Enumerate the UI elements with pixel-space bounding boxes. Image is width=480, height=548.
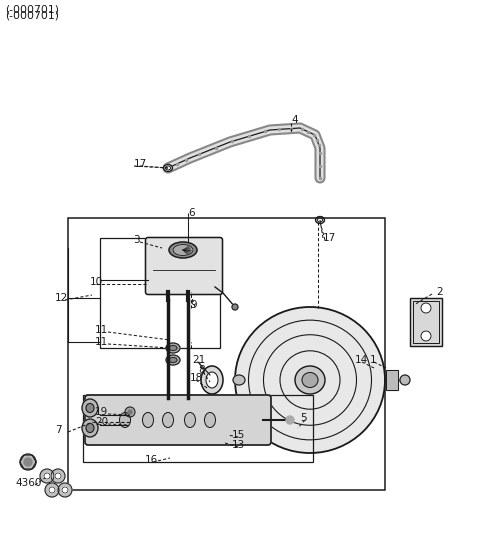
FancyBboxPatch shape [85, 395, 271, 445]
Ellipse shape [86, 424, 94, 432]
Text: 11: 11 [95, 337, 108, 347]
Text: 13: 13 [232, 440, 245, 450]
Ellipse shape [169, 345, 177, 351]
Text: 2: 2 [436, 287, 443, 297]
Text: 4360: 4360 [15, 478, 41, 488]
Text: (-000701): (-000701) [5, 10, 59, 20]
Ellipse shape [120, 413, 131, 427]
Text: 6: 6 [188, 208, 194, 218]
Text: 21: 21 [192, 355, 205, 365]
Circle shape [49, 487, 55, 493]
Ellipse shape [143, 413, 154, 427]
Circle shape [20, 454, 36, 470]
Text: 7: 7 [55, 425, 61, 435]
Ellipse shape [201, 366, 223, 394]
Text: 8: 8 [198, 365, 204, 375]
Bar [100, 238, 220, 348]
Ellipse shape [317, 218, 323, 222]
Text: 1: 1 [370, 355, 377, 365]
Text: 4: 4 [291, 115, 298, 125]
Circle shape [45, 483, 59, 497]
FancyBboxPatch shape [145, 237, 223, 294]
Text: 10: 10 [90, 277, 103, 287]
Bar [413, 301, 439, 343]
Ellipse shape [295, 366, 325, 394]
Ellipse shape [315, 216, 324, 224]
Bar [410, 298, 442, 346]
Circle shape [51, 469, 65, 483]
Circle shape [24, 458, 32, 466]
Text: 17: 17 [134, 159, 147, 169]
Circle shape [421, 303, 431, 313]
Circle shape [55, 473, 61, 479]
Circle shape [58, 483, 72, 497]
Ellipse shape [302, 373, 318, 387]
Circle shape [44, 473, 50, 479]
Ellipse shape [173, 244, 193, 255]
Text: 16: 16 [145, 455, 158, 465]
Ellipse shape [163, 413, 173, 427]
Bar [410, 298, 442, 346]
Ellipse shape [169, 242, 197, 258]
Circle shape [232, 304, 238, 310]
Text: 15: 15 [232, 430, 245, 440]
Ellipse shape [206, 372, 218, 388]
Bar [68, 218, 385, 490]
Ellipse shape [204, 413, 216, 427]
Ellipse shape [86, 403, 94, 413]
Ellipse shape [82, 399, 98, 417]
Circle shape [286, 416, 294, 424]
Ellipse shape [166, 166, 170, 170]
Ellipse shape [164, 164, 172, 172]
Bar [386, 370, 398, 390]
Text: 19: 19 [95, 407, 108, 417]
Ellipse shape [166, 355, 180, 365]
Text: 18: 18 [190, 373, 203, 383]
Circle shape [62, 487, 68, 493]
Circle shape [421, 331, 431, 341]
Ellipse shape [233, 375, 245, 385]
Ellipse shape [166, 343, 180, 353]
Text: 11: 11 [95, 325, 108, 335]
Text: 12: 12 [55, 293, 68, 303]
Circle shape [128, 410, 132, 414]
Circle shape [125, 407, 135, 417]
Text: 5: 5 [300, 413, 307, 423]
Bar [386, 370, 398, 390]
Text: 9: 9 [190, 300, 197, 310]
Ellipse shape [82, 419, 98, 437]
Ellipse shape [169, 357, 177, 362]
Bar [83, 395, 313, 462]
Text: 3: 3 [133, 235, 140, 245]
Text: 20: 20 [95, 417, 108, 427]
Ellipse shape [184, 413, 195, 427]
Circle shape [40, 469, 54, 483]
Circle shape [400, 375, 410, 385]
Ellipse shape [235, 307, 385, 453]
Text: 17: 17 [323, 233, 336, 243]
Text: 14: 14 [355, 355, 368, 365]
Text: (-000701): (-000701) [5, 5, 59, 15]
